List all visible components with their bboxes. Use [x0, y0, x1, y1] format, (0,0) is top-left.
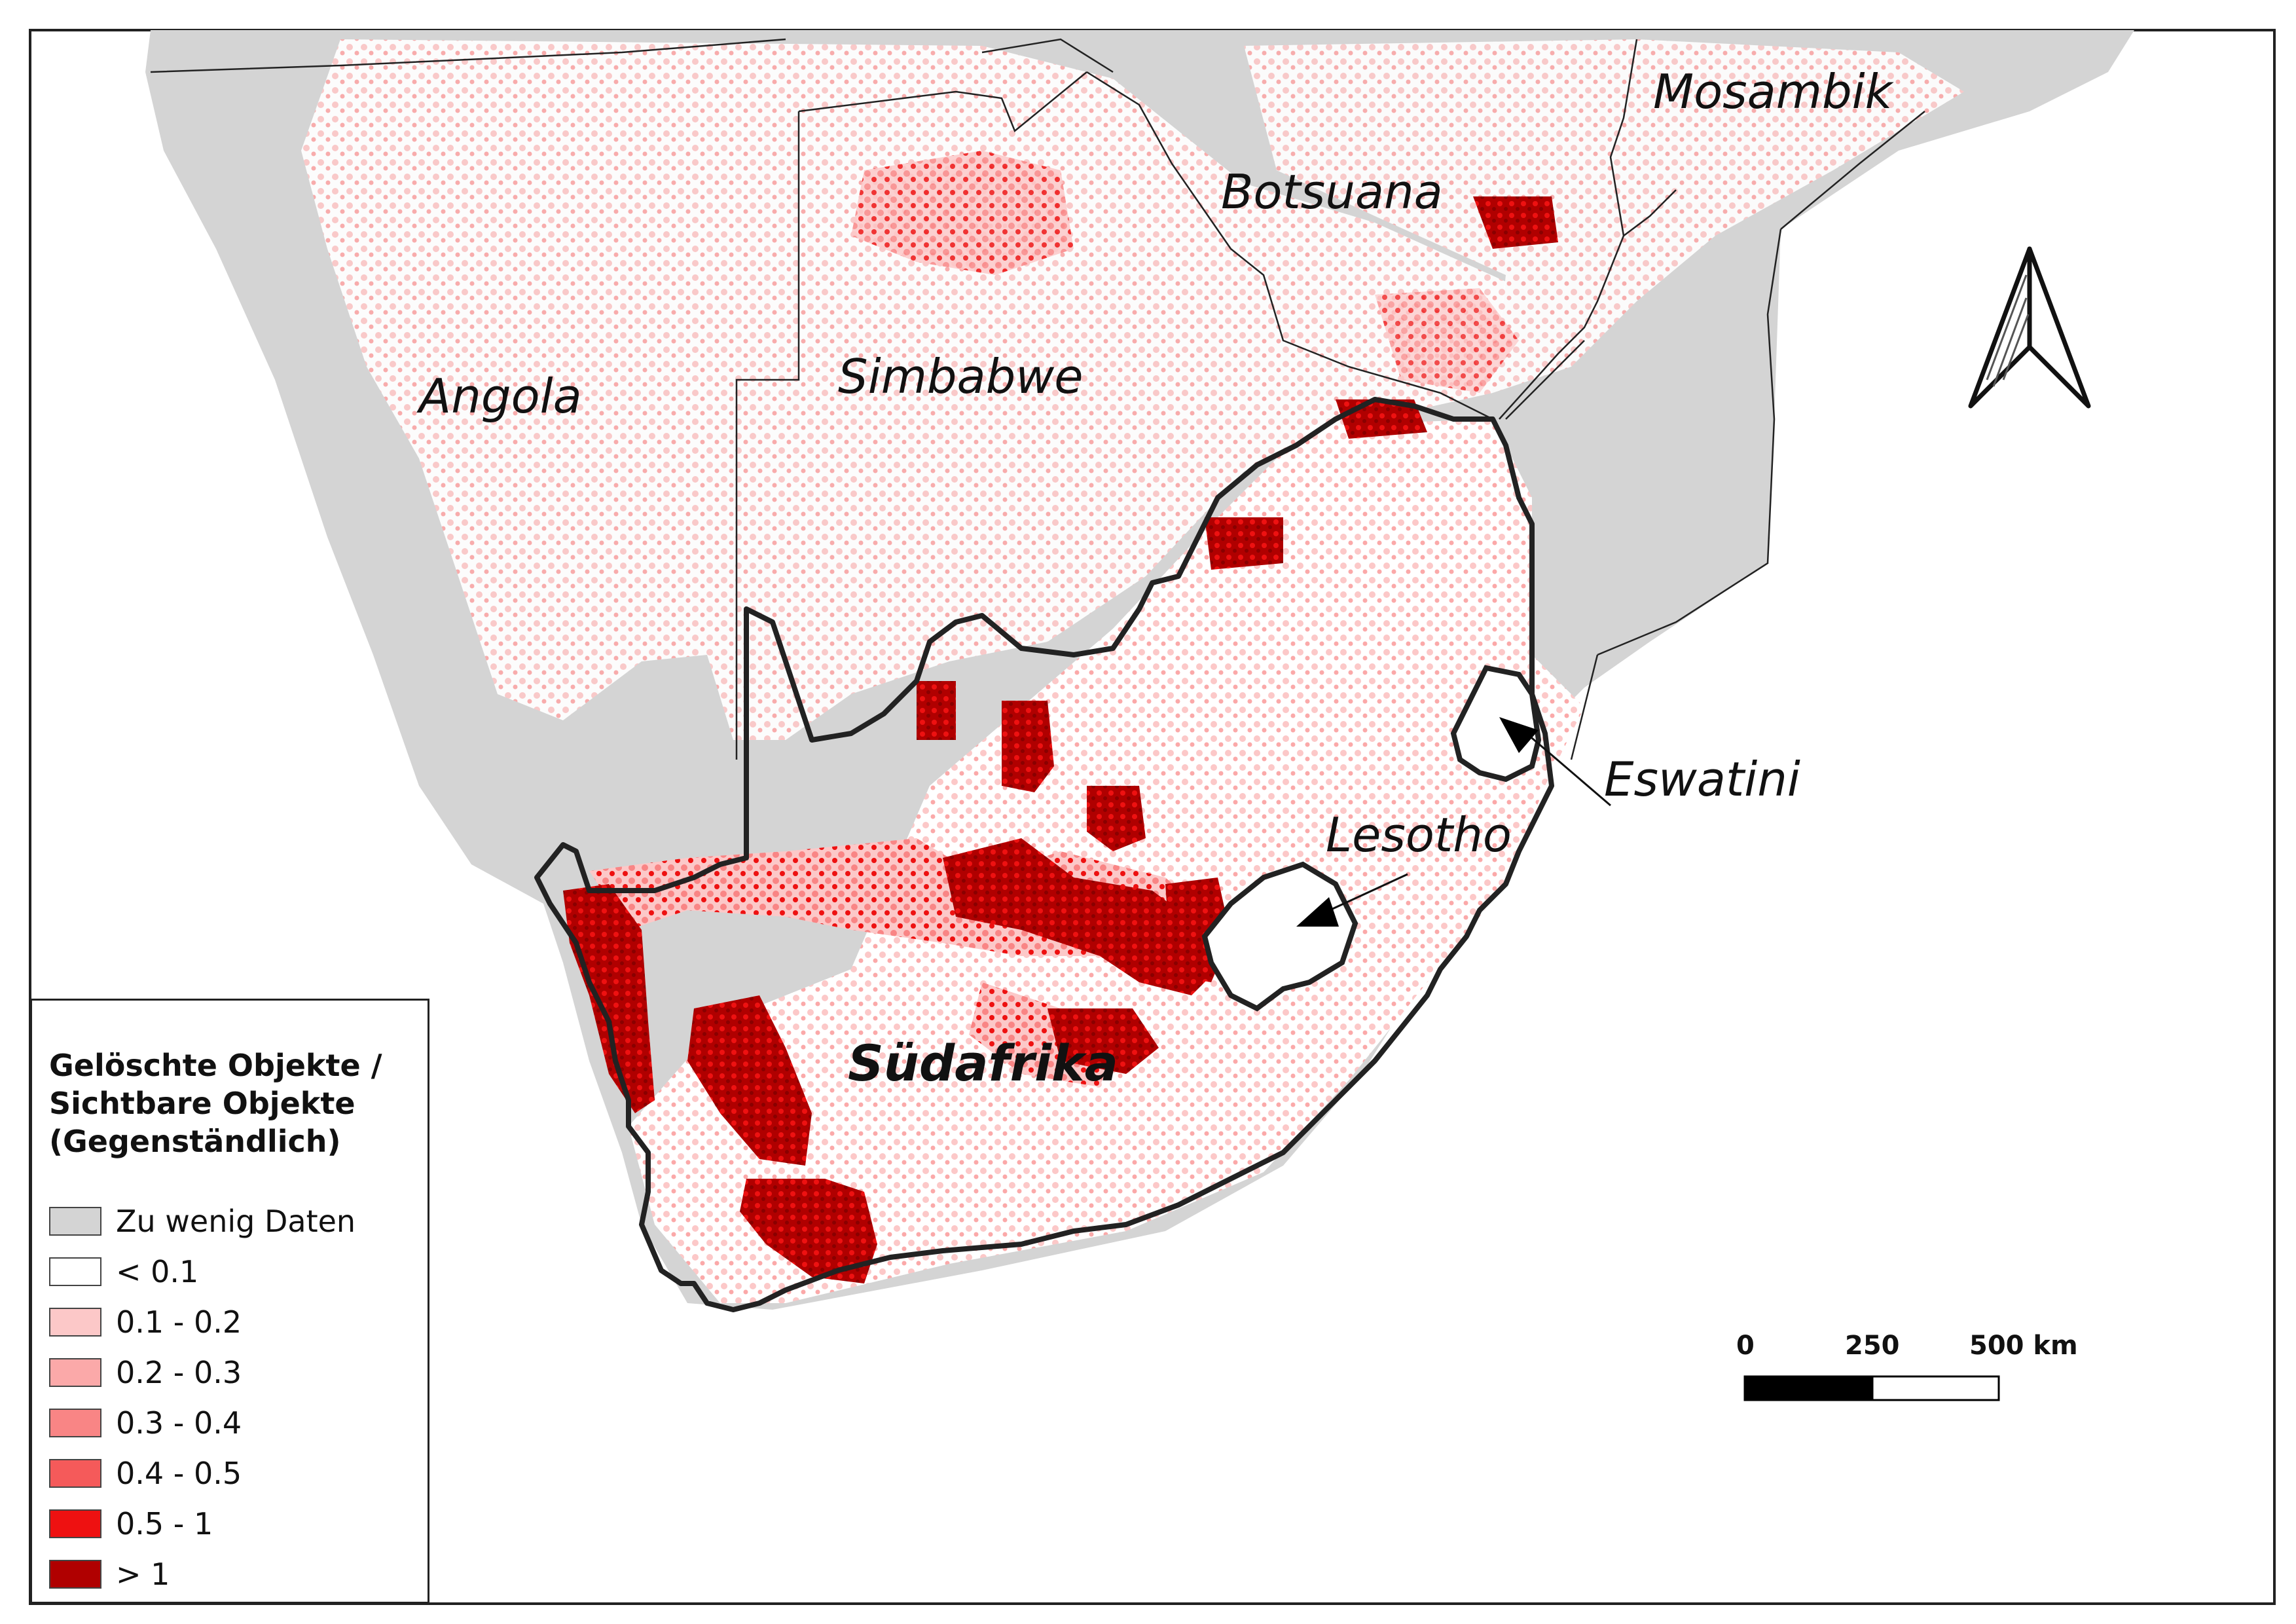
- legend-swatch: [49, 1308, 101, 1337]
- cluster-high-5: [1473, 196, 1558, 249]
- legend-swatch: [49, 1257, 101, 1286]
- label-suedafrika: Südafrika: [848, 1034, 1118, 1092]
- legend-title: Gelöschte Objekte / Sichtbare Objekte (G…: [49, 1048, 382, 1159]
- legend-label: 0.1 - 0.2: [116, 1304, 242, 1340]
- scale-label-0: 0: [1736, 1331, 1755, 1361]
- legend-item: Zu wenig Daten: [49, 1204, 356, 1239]
- data-coverage-south: [629, 419, 1584, 1303]
- cluster-high-westcoast: [563, 884, 655, 1113]
- data-coverage-northeast: [1244, 39, 1964, 393]
- north-arrow-icon: [1968, 246, 2091, 409]
- legend-item: 0.3 - 0.4: [49, 1405, 242, 1441]
- data-coverage-north: [301, 39, 1506, 740]
- legend-item: 0.1 - 0.2: [49, 1304, 242, 1340]
- cluster-high-southcentral: [1048, 1008, 1159, 1074]
- cluster-medium-mosambik: [1375, 288, 1519, 393]
- national-borders: [150, 38, 1925, 760]
- label-botsuana: Botsuana: [1221, 164, 1443, 219]
- cluster-high-3: [1205, 517, 1283, 570]
- label-eswatini: Eswatini: [1604, 752, 1800, 807]
- legend-swatch: [49, 1459, 101, 1488]
- legend-label: < 0.1: [116, 1254, 199, 1289]
- scale-bar: 0 250 500 km: [1736, 1331, 2078, 1401]
- cluster-high-central-band: [943, 838, 1218, 995]
- south-africa-border: [534, 397, 1554, 1312]
- legend-label: 0.4 - 0.5: [116, 1456, 242, 1491]
- lesotho-leader-line: [1322, 873, 1408, 915]
- eswatini-arrow-icon: [1499, 717, 1539, 753]
- cluster-high-6: [917, 681, 956, 740]
- legend-label: 0.3 - 0.4: [116, 1405, 242, 1441]
- cluster-high-2: [1087, 786, 1146, 851]
- label-angola: Angola: [416, 369, 582, 424]
- legend-item: 0.5 - 1: [49, 1506, 213, 1541]
- legend-swatch: [49, 1560, 101, 1589]
- legend-label: 0.2 - 0.3: [116, 1355, 242, 1390]
- cluster-medium-north: [851, 151, 1074, 275]
- legend-item: 0.2 - 0.3: [49, 1355, 242, 1390]
- lesotho-border: [1201, 861, 1358, 1012]
- legend-swatch: [49, 1409, 101, 1437]
- label-mosambik: Mosambik: [1653, 64, 1895, 119]
- legend-swatch: [49, 1509, 101, 1538]
- label-lesotho: Lesotho: [1326, 807, 1512, 862]
- legend-label: 0.5 - 1: [116, 1506, 213, 1541]
- lesotho-arrow-icon: [1296, 897, 1339, 927]
- legend-item: > 1: [49, 1557, 170, 1592]
- legend-label: > 1: [116, 1557, 170, 1592]
- legend: Gelöschte Objekte / Sichtbare Objekte (G…: [30, 999, 429, 1604]
- cluster-high-1: [1002, 701, 1054, 792]
- cluster-high-southwest: [687, 995, 812, 1166]
- legend-swatch: [49, 1207, 101, 1236]
- label-simbabwe: Simbabwe: [838, 349, 1084, 404]
- legend-item: 0.4 - 0.5: [49, 1456, 242, 1491]
- scale-label-500: 500 km: [1969, 1331, 2078, 1361]
- eswatini-leader-line: [1518, 726, 1611, 807]
- legend-swatch: [49, 1358, 101, 1387]
- eswatini-border: [1450, 665, 1542, 783]
- scale-label-250: 250: [1845, 1331, 1900, 1361]
- cluster-high-south: [740, 1179, 877, 1283]
- legend-label: Zu wenig Daten: [116, 1204, 356, 1239]
- legend-item: < 0.1: [49, 1254, 199, 1289]
